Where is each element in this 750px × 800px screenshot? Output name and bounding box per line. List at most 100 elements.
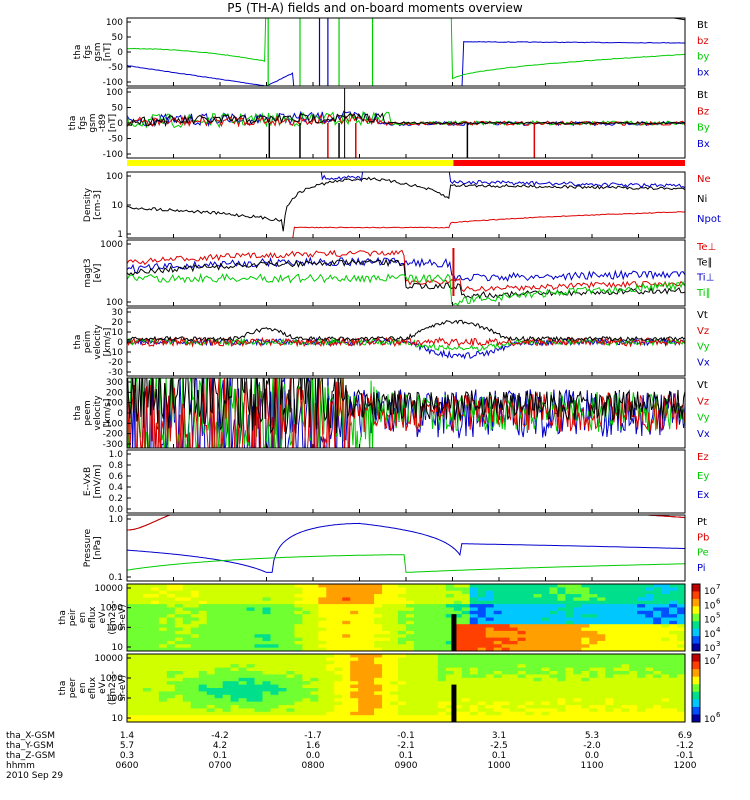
peir-pixel bbox=[597, 637, 606, 642]
ephemeris-label: tha_X-GSM bbox=[6, 731, 55, 741]
peer-pixel bbox=[278, 698, 287, 703]
peir-pixel bbox=[621, 584, 630, 588]
peir-pixel bbox=[206, 634, 216, 639]
peir-pixel bbox=[390, 637, 399, 642]
peir-pixel bbox=[350, 647, 359, 652]
peir-pixel bbox=[637, 647, 646, 652]
peer-pixel bbox=[573, 677, 582, 682]
peer-pixel bbox=[469, 711, 479, 716]
peir-pixel bbox=[581, 610, 590, 615]
peir-pixel bbox=[406, 637, 415, 642]
peer-pixel bbox=[294, 718, 303, 723]
peir-pixel bbox=[150, 610, 160, 615]
peer-pixel bbox=[142, 677, 152, 682]
peir-pixel bbox=[677, 647, 686, 652]
peir-pixel bbox=[469, 644, 479, 649]
peir-pixel bbox=[334, 587, 343, 592]
peer-pixel bbox=[134, 654, 144, 658]
peer-pixel bbox=[461, 715, 471, 720]
peer-pixel bbox=[398, 715, 407, 720]
peer-pixel bbox=[366, 708, 375, 713]
peir-pixel bbox=[310, 584, 319, 588]
peer-pixel bbox=[174, 694, 184, 699]
pressure-ytick-label: 0.1 bbox=[109, 573, 123, 583]
peer-pixel bbox=[621, 667, 630, 672]
peer-pixel bbox=[366, 657, 375, 662]
peir-pixel bbox=[581, 624, 590, 629]
peer-pixel bbox=[222, 654, 232, 658]
peer-pixel bbox=[158, 654, 168, 658]
peer-pixel bbox=[509, 718, 519, 723]
peir-pixel bbox=[398, 617, 407, 622]
peir-pixel bbox=[573, 587, 582, 592]
peir-pixel bbox=[421, 620, 431, 625]
peer-pixel bbox=[270, 698, 279, 703]
peir-pixel bbox=[661, 614, 670, 618]
peer-pixel bbox=[286, 718, 295, 723]
peer-pixel bbox=[294, 681, 303, 686]
peer-pixel bbox=[485, 674, 495, 679]
peir-pixel bbox=[262, 634, 271, 639]
peer-pixel bbox=[342, 674, 351, 679]
peer-pixel bbox=[238, 694, 248, 699]
peir-pixel bbox=[166, 630, 176, 635]
peer-pixel bbox=[286, 698, 295, 703]
peer-pixel bbox=[222, 711, 232, 716]
fgs-t89-legend-bx: Bx bbox=[697, 139, 710, 150]
peir-pixel bbox=[453, 614, 463, 618]
peir-pixel bbox=[461, 627, 471, 632]
peir-pixel bbox=[621, 590, 630, 595]
peir-pixel bbox=[270, 627, 279, 632]
peir-pixel bbox=[677, 587, 686, 592]
peer-pixel bbox=[501, 701, 511, 706]
peer-pixel bbox=[421, 654, 431, 658]
peer-pixel bbox=[398, 674, 407, 679]
peir-pixel bbox=[589, 640, 598, 645]
peer-pixel bbox=[214, 657, 224, 662]
peer-pixel bbox=[366, 671, 375, 675]
peir-pixel bbox=[597, 647, 606, 652]
peir-pixel bbox=[509, 640, 519, 645]
peer-pixel bbox=[461, 698, 471, 703]
peir-pixel bbox=[613, 647, 622, 652]
peir-pixel bbox=[398, 647, 407, 652]
peir-pixel bbox=[214, 624, 224, 629]
peir-pixel bbox=[629, 637, 638, 642]
peer-pixel bbox=[557, 715, 566, 720]
peer-pixel bbox=[278, 705, 287, 709]
peer-pixel bbox=[342, 681, 351, 686]
pressure-ytick-label: 1.0 bbox=[109, 515, 124, 525]
peer-pixel bbox=[645, 694, 654, 699]
peir-pixel bbox=[613, 587, 622, 592]
peir-pixel bbox=[326, 587, 335, 592]
peir-pixel bbox=[270, 587, 279, 592]
peer-pixel bbox=[326, 671, 335, 675]
peer-pixel bbox=[533, 698, 543, 703]
peir-pixel bbox=[677, 610, 686, 615]
peer-pixel bbox=[286, 671, 295, 675]
peir-pixel bbox=[517, 627, 527, 632]
peir-pixel bbox=[222, 587, 232, 592]
peer-pixel bbox=[198, 701, 208, 706]
peer-pixel bbox=[270, 677, 279, 682]
peir-pixel bbox=[565, 584, 574, 588]
peir-pixel bbox=[190, 640, 200, 645]
peer-pixel bbox=[477, 705, 487, 709]
peer-pixel bbox=[350, 701, 359, 706]
peir-pixel bbox=[597, 604, 606, 608]
peer-pixel bbox=[142, 681, 152, 686]
peir-pixel bbox=[142, 610, 152, 615]
peer-pixel bbox=[318, 657, 327, 662]
peer-pixel bbox=[629, 688, 638, 692]
peir-pixel bbox=[645, 637, 654, 642]
peir-pixel bbox=[605, 607, 614, 612]
peer-pixel bbox=[406, 657, 415, 662]
peir-pixel bbox=[198, 614, 208, 618]
peer-pixel bbox=[453, 715, 463, 720]
peir-pixel bbox=[158, 644, 168, 649]
peir-pixel bbox=[374, 604, 383, 608]
peir-pixel bbox=[310, 604, 319, 608]
peer-colorbar-segment bbox=[692, 676, 700, 685]
peer-pixel bbox=[270, 664, 279, 669]
peir-colorbar-exp: 7 bbox=[716, 583, 720, 591]
